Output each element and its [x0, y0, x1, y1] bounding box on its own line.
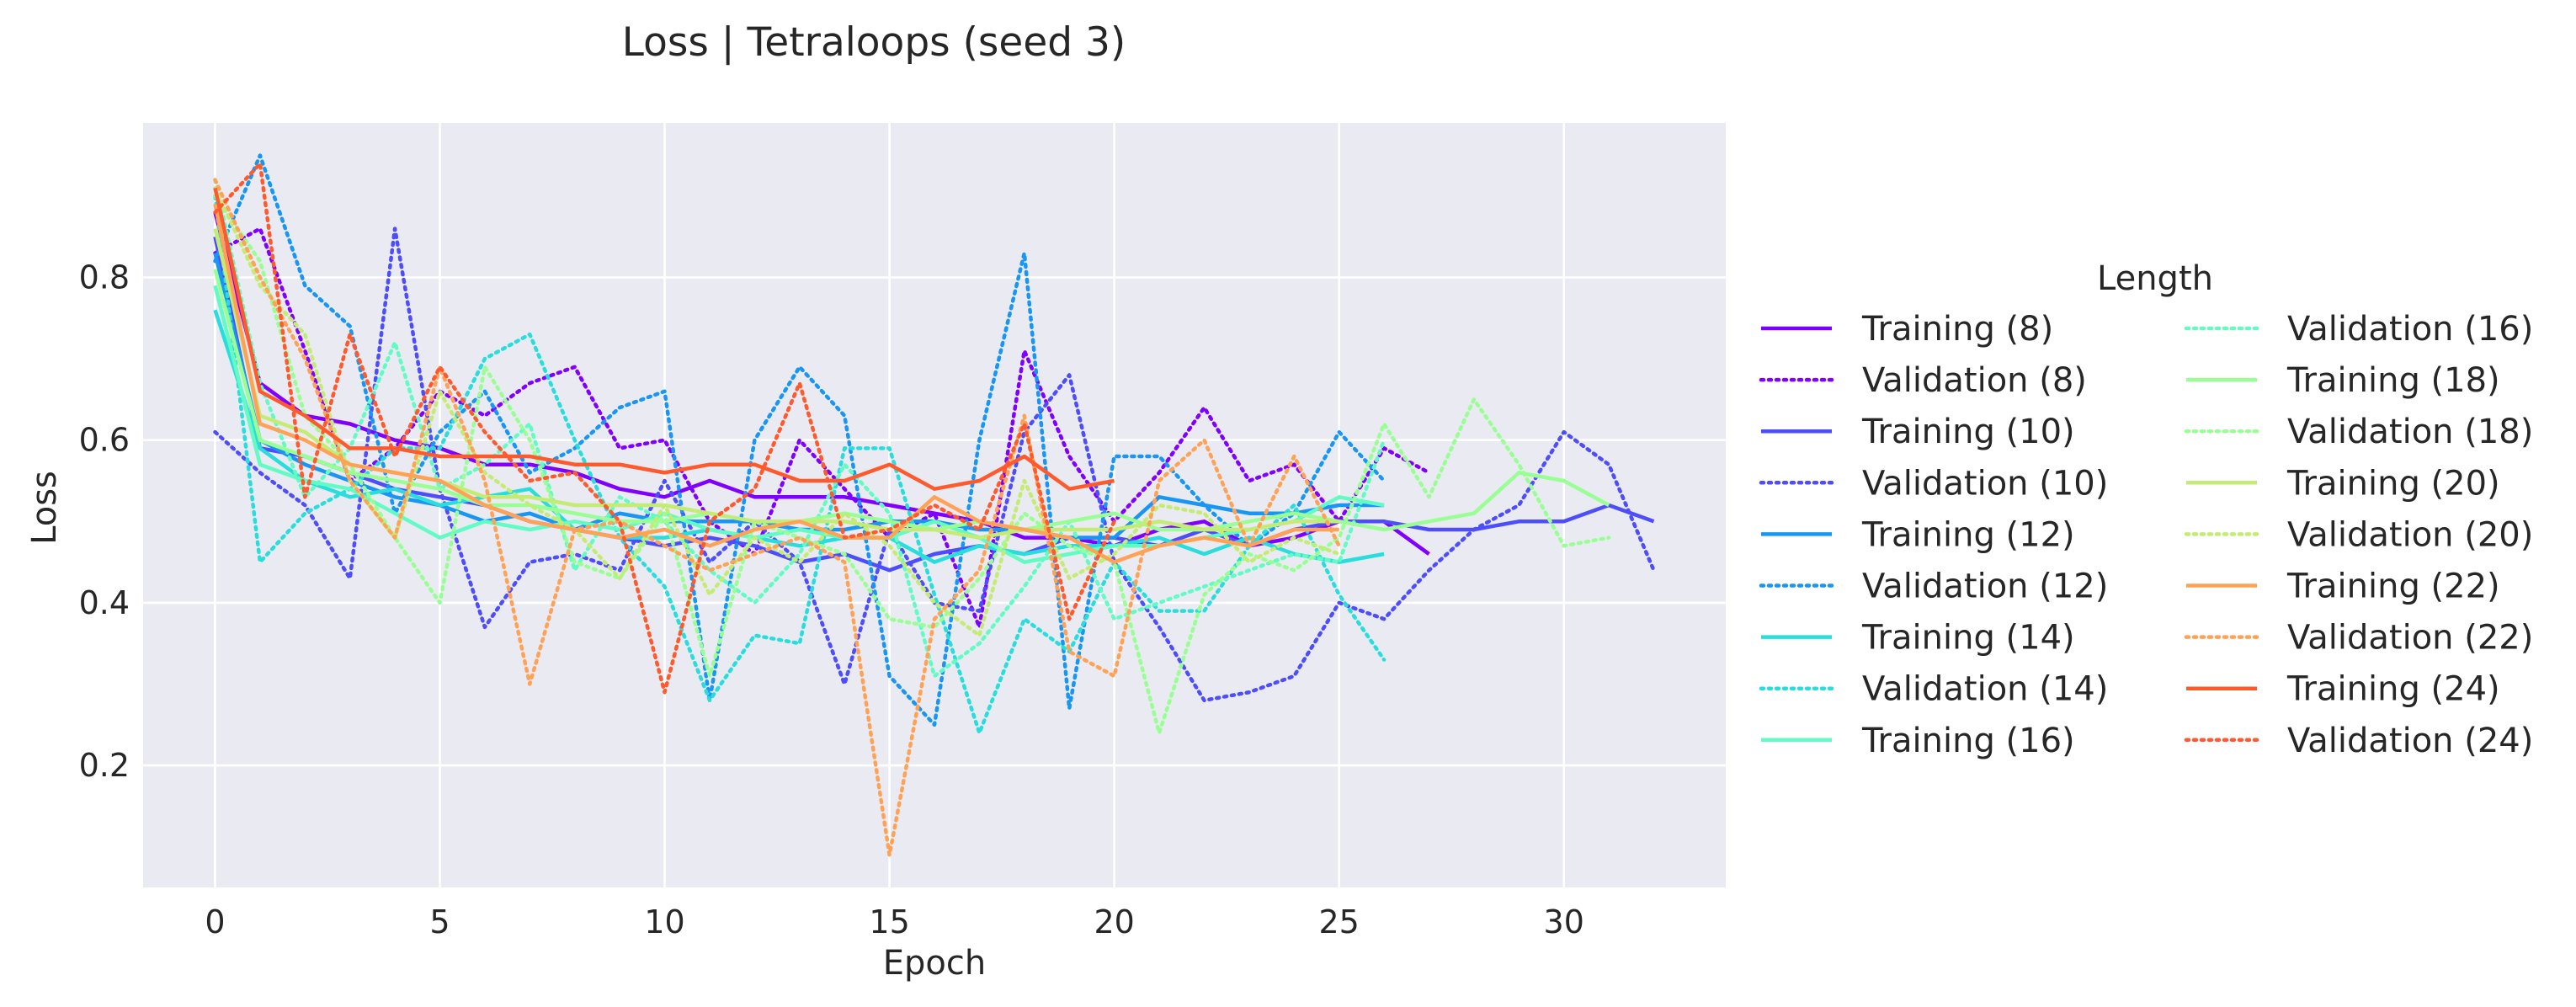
x-tick-label: 0	[205, 903, 225, 940]
tick-labels: 0 5 10 15 20 25 30 0.2 0.4 0.6 0.8	[79, 259, 1584, 940]
x-tick-label: 25	[1319, 903, 1360, 940]
series-line-2	[213, 236, 1655, 573]
legend-label: Validation (22)	[2287, 619, 2533, 658]
series-line-17	[213, 162, 1116, 695]
x-tick-label: 30	[1544, 903, 1584, 940]
series-line-10	[213, 269, 1610, 532]
series-line-11	[213, 194, 1611, 735]
legend: Length Training (8)Validation (8)Trainin…	[1759, 259, 2533, 760]
series-line-14	[213, 204, 1339, 564]
legend-label: Validation (24)	[2287, 722, 2533, 760]
legend-label: Validation (16)	[2287, 310, 2533, 349]
series-line-15	[213, 178, 1341, 857]
y-tick-label: 0.4	[79, 584, 130, 621]
chart-title: Loss | Tetraloops (seed 3)	[622, 19, 1126, 66]
legend-label: Training (16)	[1861, 722, 2075, 760]
legend-label: Training (14)	[1861, 619, 2075, 658]
legend-label: Training (24)	[2286, 670, 2500, 709]
legend-label: Training (18)	[2286, 361, 2500, 400]
legend-entries: Training (8) Validation (8) Training (10) V…	[1759, 310, 2533, 760]
x-axis-label: Epoch	[883, 944, 986, 983]
legend-label: Training (20)	[2286, 464, 2500, 503]
y-axis-label: Loss	[25, 471, 64, 545]
legend-label: Training (10)	[1861, 413, 2075, 451]
legend-label: Validation (20)	[2287, 515, 2533, 554]
legend-label: Validation (18)	[2287, 413, 2533, 451]
y-tick-label: 0.8	[79, 259, 130, 296]
x-tick-label: 15	[869, 903, 909, 940]
legend-label: Training (22)	[2286, 567, 2500, 606]
legend-label: Training (12)	[1861, 515, 2075, 554]
series-line-7	[213, 194, 1386, 735]
y-tick-label: 0.6	[79, 422, 130, 459]
legend-label: Validation (10)	[1862, 464, 2108, 503]
x-tick-label: 5	[429, 903, 450, 940]
legend-label: Validation (14)	[1862, 670, 2108, 709]
x-tick-label: 20	[1094, 903, 1134, 940]
legend-title: Length	[2097, 259, 2213, 298]
series-line-6	[213, 309, 1385, 564]
legend-label: Training (8)	[1861, 310, 2053, 349]
legend-label: Validation (8)	[1862, 361, 2087, 400]
series-line-16	[213, 187, 1115, 491]
y-tick-label: 0.2	[79, 747, 130, 784]
x-tick-label: 10	[644, 903, 684, 940]
series-line-9	[213, 178, 1386, 679]
legend-label: Validation (12)	[1862, 567, 2108, 606]
series-lines	[213, 153, 1656, 857]
